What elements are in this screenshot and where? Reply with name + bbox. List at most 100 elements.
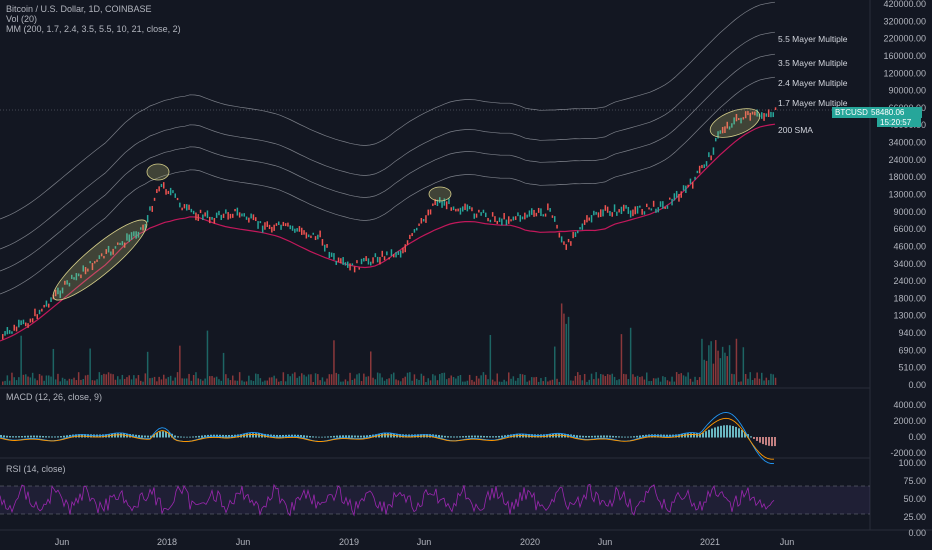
price-candle [531,208,533,215]
price-candle [648,207,650,209]
price-candle [770,112,772,117]
volume-bar [605,376,607,385]
price-candle [409,235,411,239]
price-candle [579,227,581,229]
price-axis-label: 120000.00 [883,68,926,78]
volume-bar [531,377,533,385]
price-axis-label: 1800.00 [893,293,926,303]
volume-bar [296,378,298,385]
volume-bar [138,375,140,385]
price-candle [398,251,400,255]
volume-bar [163,375,165,385]
price-candle [363,258,365,262]
price-candle [497,221,499,224]
price-candle [685,186,687,193]
price-candle [324,245,326,252]
macd-histogram-bar [114,434,116,438]
time-axis-label: Jun [780,537,795,547]
mayer-label: 200 SMA [778,125,813,135]
symbol-title[interactable]: Bitcoin / U.S. Dollar, 1D, COINBASE [6,4,181,14]
macd-histogram-bar [195,436,197,437]
volume-bar [250,380,252,385]
volume-bar [752,380,754,385]
price-candle [632,210,634,217]
price-candle [345,262,347,265]
volume-bar [382,377,384,385]
macd-histogram-bar [12,436,14,437]
price-candle [273,225,275,231]
price-candle [713,147,715,154]
price-candle [165,189,167,195]
price-candle [198,214,200,221]
price-candle [30,319,32,323]
price-candle [584,220,586,225]
volume-bar [379,373,381,385]
volume-bar [177,372,179,385]
price-candle [290,225,292,229]
volume-bar [96,379,98,385]
volume-bar [568,317,570,385]
mayer-multiple-indicator-label[interactable]: MM (200, 1.7, 2.4, 3.5, 5.5, 10, 21, clo… [6,24,181,34]
price-axis-label: 510.00 [898,363,926,373]
macd-histogram-bar [453,436,455,437]
volume-bar [492,380,494,385]
volume-bar [694,377,696,385]
price-candle [50,297,52,302]
volume-bar [552,380,554,385]
price-candle [618,209,620,212]
price-candle [310,236,312,238]
volume-bar [598,378,600,385]
volume-bar [218,379,220,385]
price-candle [761,112,763,119]
macd-indicator-label[interactable]: MACD (12, 26, close, 9) [6,392,102,402]
volume-bar [538,382,540,385]
price-candle [699,166,701,174]
macd-histogram-bar [39,436,41,438]
volume-bar [273,376,275,385]
macd-axis-label: 4000.00 [893,400,926,410]
price-candle [543,214,545,216]
price-candle [202,214,204,220]
macd-histogram-bar [612,436,614,438]
price-candle [225,209,227,213]
volume-bar [724,353,726,385]
macd-histogram-bar [738,428,740,437]
volume-bar [223,353,225,385]
volume-bar [264,381,266,385]
volume-bar [319,380,321,385]
chart-legend: Bitcoin / U.S. Dollar, 1D, COINBASE Vol … [6,4,181,34]
volume-bar [708,345,710,385]
price-candle [336,261,338,265]
price-candle [662,201,664,209]
price-axis-label: 18000.00 [888,172,926,182]
macd-histogram-bar [120,433,122,437]
price-candle [483,210,485,213]
volume-bar [283,372,285,385]
volume-bar [154,377,156,385]
price-candle [625,205,627,209]
volume-indicator-label[interactable]: Vol (20) [6,14,181,24]
volume-bar [715,340,717,385]
price-candle [181,208,183,211]
volume-bar [591,374,593,385]
volume-bar [115,380,117,385]
macd-histogram-bar [63,436,65,438]
rsi-indicator-label[interactable]: RSI (14, close) [6,464,66,474]
volume-bar [32,373,34,385]
price-axis-label: 690.00 [898,345,926,355]
volume-bar [315,373,317,385]
macd-histogram-bar [342,435,344,437]
volume-bar [524,375,526,385]
price-candle [255,217,257,221]
price-candle [241,213,243,216]
volume-bar [529,381,531,385]
time-axis-label: 2019 [339,537,359,547]
volume-bar [462,382,464,385]
price-candle [329,252,331,258]
price-candle [407,240,409,245]
price-candle [43,305,45,308]
macd-histogram-bar [627,437,629,438]
volume-bar [437,380,439,385]
